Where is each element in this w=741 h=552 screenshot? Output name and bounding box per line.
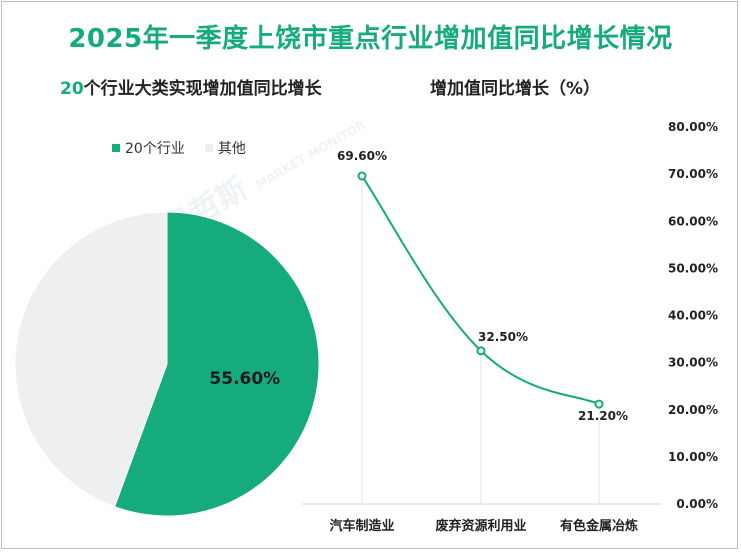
data-point: [357, 171, 367, 181]
x-tick-label: 汽车制造业: [329, 518, 394, 534]
data-point: [476, 346, 486, 356]
y-tick-label: 40.00%: [668, 309, 718, 323]
data-label: 21.20%: [578, 409, 628, 423]
chart-title: 2025年一季度上饶市重点行业增加值同比增长情况: [68, 24, 673, 54]
y-tick-label: 50.00%: [668, 261, 718, 275]
y-tick-label: 80.00%: [668, 120, 718, 134]
legend-swatch-industries: [112, 144, 120, 152]
y-tick-label: 20.00%: [668, 403, 718, 417]
legend-label-industries: 20个行业: [125, 141, 185, 157]
y-tick-label: 60.00%: [668, 214, 718, 228]
pie-subtitle-number: 20: [60, 79, 84, 99]
legend-swatch-other: [204, 144, 213, 152]
series-line: [361, 175, 600, 406]
pie-slice-other: [14, 211, 168, 508]
x-tick-label: 废弃资源利用业: [435, 518, 526, 534]
pie-subtitle: 20个行业大类实现增加值同比增长: [60, 74, 322, 99]
data-point: [594, 399, 604, 409]
y-tick-label: 70.00%: [668, 167, 718, 181]
pie-slice-industries: [113, 211, 320, 517]
pie-subtitle-text: 个行业大类实现增加值同比增长: [83, 79, 322, 99]
legend-item-other: 其他: [204, 138, 246, 158]
y-tick-label: 30.00%: [668, 356, 718, 370]
pie-data-label: 55.60%: [209, 369, 280, 389]
legend-label-other: 其他: [217, 141, 246, 157]
legend-item-industries: 20个行业: [112, 138, 185, 158]
data-label: 69.60%: [337, 149, 387, 163]
y-tick-label: 0.00%: [676, 497, 718, 511]
y-tick-label: 10.00%: [668, 450, 718, 464]
pie-legend: 20个行业 其他: [112, 138, 246, 158]
x-tick-label: 有色金属冶炼: [560, 518, 638, 534]
line-subtitle: 增加值同比增长（%）: [430, 79, 601, 99]
data-label: 32.50%: [478, 330, 528, 344]
